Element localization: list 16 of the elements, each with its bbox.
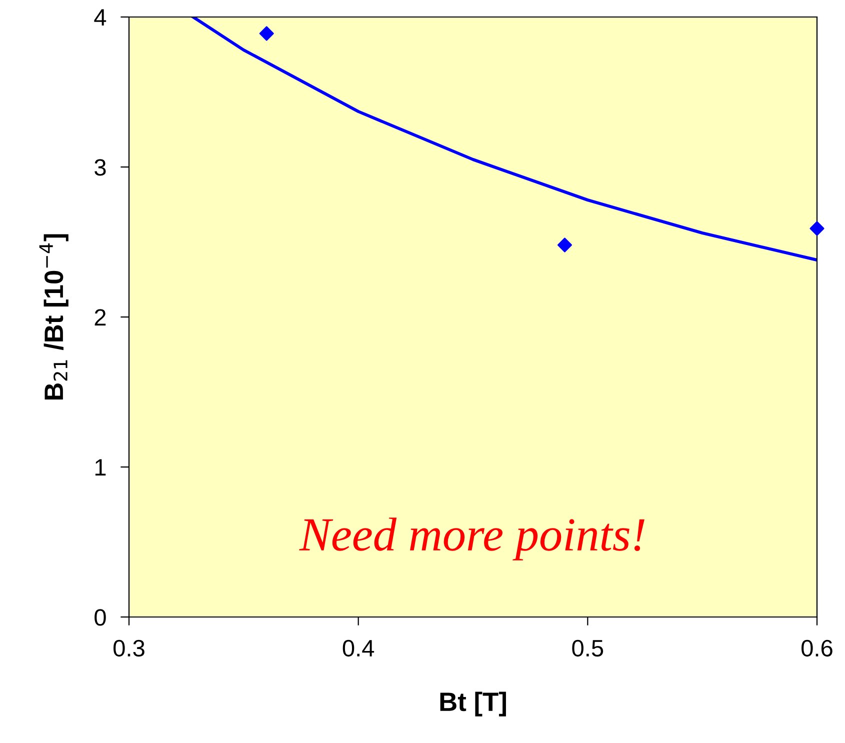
x-tick-label: 0.6: [802, 640, 832, 657]
x-tick-label: 0.3: [114, 640, 144, 657]
y-tick-label: 4: [94, 9, 106, 26]
annotation: Need more points!: [299, 518, 644, 560]
y-tick-label: 1: [95, 459, 106, 476]
x-tick-label: 0.4: [342, 640, 374, 657]
line-series: [192, 17, 817, 262]
point: [259, 26, 274, 41]
y-axis-title: B$_{21}$ /Bt [10$^{−4}$]: [39, 234, 68, 400]
x-tick-label: 0.5: [572, 640, 604, 657]
point: [557, 238, 572, 252]
x-axis-title: Bt [T]: [440, 692, 506, 716]
y-tick-label: 2: [94, 309, 106, 326]
point: [810, 221, 824, 236]
y-tick-label: 3: [94, 159, 106, 176]
y-tick-label: 0: [94, 609, 106, 626]
